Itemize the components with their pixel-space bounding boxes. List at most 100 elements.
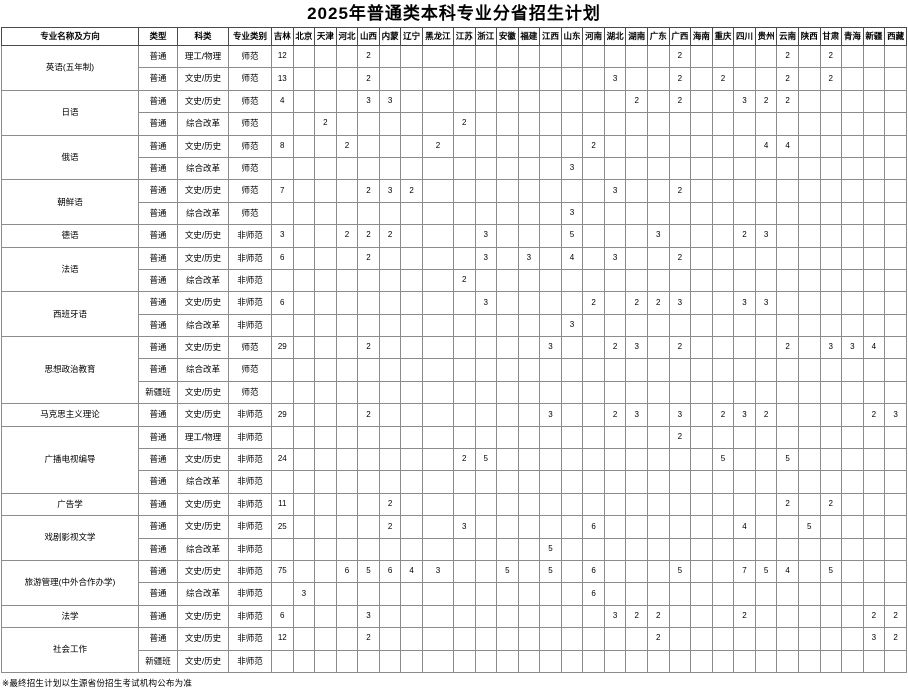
cell-quota-23 [776, 649, 799, 673]
cell-type: 普通 [138, 515, 178, 539]
cell-quota-23 [776, 313, 799, 338]
cell-quota-2 [314, 291, 337, 315]
cell-quota-1 [292, 425, 316, 450]
cell-quota-27 [862, 358, 886, 382]
cell-quota-20 [711, 358, 735, 382]
cell-quota-25 [819, 380, 843, 405]
cell-subject: 综合改革 [177, 537, 229, 561]
cell-quota-17: 2 [647, 291, 670, 315]
table-row: 马克思主义理论 普通 文史/历史 非师范 29 2 3 2 3 3 2 3 2 2 3 [1, 403, 907, 427]
cell-quota-16 [625, 246, 648, 270]
cell-quota-12 [539, 134, 562, 158]
cell-quota-24 [797, 492, 821, 517]
cell-quota-4: 3 [357, 89, 380, 114]
cell-quota-19 [690, 112, 713, 136]
cell-quota-26 [841, 224, 864, 248]
cell-quota-6 [400, 44, 423, 69]
cell-quota-16: 2 [625, 89, 648, 114]
cell-quota-13 [560, 403, 584, 427]
cell-quota-14 [582, 224, 605, 248]
cell-quota-26 [841, 134, 864, 158]
cell-quota-7 [421, 425, 454, 450]
cell-quota-22: 4 [754, 134, 778, 158]
cell-quota-25 [819, 89, 843, 114]
cell-quota-18: 2 [668, 89, 692, 114]
cell-quota-25: 2 [819, 67, 843, 91]
cell-quota-17 [647, 403, 670, 427]
cell-quota-0: 3 [271, 224, 294, 248]
cell-quota-3 [335, 313, 359, 338]
cell-quota-14: 2 [582, 291, 605, 315]
cell-quota-26 [841, 403, 864, 427]
cell-quota-6: 4 [400, 559, 423, 584]
cell-quota-24 [797, 134, 821, 158]
cell-quota-19 [690, 89, 713, 114]
cell-quota-14 [582, 67, 605, 91]
cell-quota-2 [314, 649, 337, 673]
col-header-province-10: 安徽 [496, 27, 519, 46]
cell-quota-20 [711, 559, 735, 584]
cell-quota-18 [668, 380, 692, 405]
cell-quota-4: 2 [357, 627, 380, 651]
cell-major: 法学 [1, 604, 139, 629]
cell-quota-9 [474, 89, 498, 114]
cell-quota-26 [841, 291, 864, 315]
cell-quota-5 [378, 112, 402, 136]
cell-quota-21: 3 [733, 291, 756, 315]
cell-quota-21 [733, 380, 756, 405]
cell-quota-11 [517, 358, 541, 382]
cell-quota-26 [841, 515, 864, 539]
cell-quota-13: 3 [560, 201, 584, 226]
cell-quota-11 [517, 470, 541, 494]
cell-quota-7 [421, 492, 454, 517]
cell-category: 非师范 [228, 403, 272, 427]
cell-quota-10 [496, 134, 519, 158]
cell-quota-11 [517, 582, 541, 606]
cell-quota-12 [539, 582, 562, 606]
cell-quota-1 [292, 336, 316, 360]
cell-quota-20 [711, 134, 735, 158]
cell-type: 普通 [138, 358, 178, 382]
cell-quota-10 [496, 268, 519, 293]
cell-category: 非师范 [228, 313, 272, 338]
col-header-province-27: 新疆 [862, 27, 886, 46]
cell-quota-1 [292, 89, 316, 114]
cell-quota-7 [421, 112, 454, 136]
cell-quota-4 [357, 470, 380, 494]
cell-quota-17 [647, 268, 670, 293]
cell-quota-17: 2 [647, 604, 670, 629]
cell-quota-6 [400, 649, 423, 673]
cell-quota-21 [733, 582, 756, 606]
cell-quota-10 [496, 336, 519, 360]
cell-quota-1 [292, 515, 316, 539]
cell-subject: 综合改革 [177, 201, 229, 226]
cell-quota-1 [292, 470, 316, 494]
cell-category: 非师范 [228, 649, 272, 673]
cell-quota-16 [625, 425, 648, 450]
cell-quota-5: 6 [378, 559, 402, 584]
cell-quota-3 [335, 627, 359, 651]
cell-quota-23 [776, 112, 799, 136]
cell-quota-8 [452, 134, 476, 158]
cell-quota-11 [517, 448, 541, 472]
cell-quota-13 [560, 627, 584, 651]
cell-quota-12 [539, 67, 562, 91]
cell-quota-8 [452, 156, 476, 181]
cell-quota-16 [625, 134, 648, 158]
cell-quota-14 [582, 336, 605, 360]
cell-major: 旅游管理(中外合作办学) [1, 559, 139, 606]
cell-quota-4 [357, 112, 380, 136]
cell-quota-18: 3 [668, 291, 692, 315]
cell-quota-28 [884, 89, 907, 114]
cell-quota-27 [862, 448, 886, 472]
cell-quota-0 [271, 358, 294, 382]
cell-quota-6 [400, 201, 423, 226]
cell-major: 俄语 [1, 134, 139, 181]
cell-quota-24 [797, 582, 821, 606]
cell-quota-9 [474, 515, 498, 539]
cell-quota-2 [314, 224, 337, 248]
cell-quota-24 [797, 201, 821, 226]
cell-quota-0 [271, 268, 294, 293]
cell-quota-0: 29 [271, 403, 294, 427]
cell-quota-16 [625, 448, 648, 472]
